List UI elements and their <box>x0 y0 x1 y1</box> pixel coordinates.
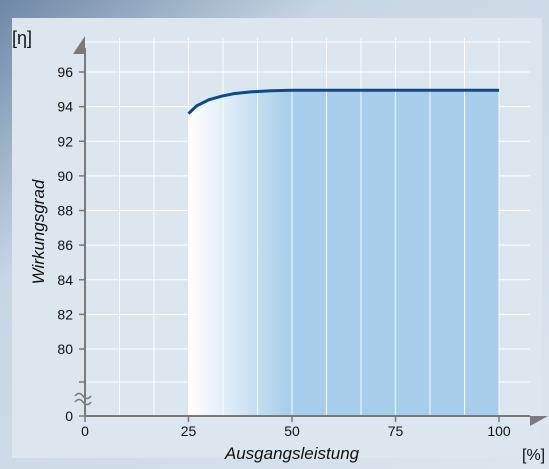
x-tick-label: 0 <box>81 423 89 439</box>
y-tick-label: 82 <box>57 306 73 322</box>
y-tick-label: 94 <box>57 99 73 115</box>
axis-break-icon <box>74 398 92 406</box>
series-area <box>188 90 499 416</box>
tick-labels: 0 80 82 84 86 88 90 92 94 96 0 25 50 75 100 <box>57 64 510 439</box>
y-tick-label: 0 <box>65 408 73 424</box>
y-axis-title: Wirkungsgrad <box>29 179 48 284</box>
y-tick-label: 80 <box>57 341 73 357</box>
x-tick-label: 25 <box>181 423 197 439</box>
grid-overlay <box>119 85 500 416</box>
y-tick-label: 90 <box>57 168 73 184</box>
x-axis-title: Ausgangsleistung <box>224 444 360 463</box>
y-tick-label: 92 <box>57 133 73 149</box>
series-line <box>187 88 499 115</box>
x-tick-label: 100 <box>487 423 511 439</box>
y-tick-label: 96 <box>57 64 73 80</box>
x-tick-label: 50 <box>284 423 300 439</box>
y-tick-label: 88 <box>57 203 73 219</box>
axis-break-icon <box>74 392 92 400</box>
x-tick-label: 75 <box>388 423 404 439</box>
x-unit-label: [%] <box>522 447 545 464</box>
y-tick-label: 86 <box>57 237 73 253</box>
axes <box>73 36 548 426</box>
x-axis-arrow <box>530 416 548 426</box>
y-tick-label: 84 <box>57 272 73 288</box>
y-unit-label: [η] <box>12 28 32 48</box>
y-axis-arrow <box>73 36 85 54</box>
